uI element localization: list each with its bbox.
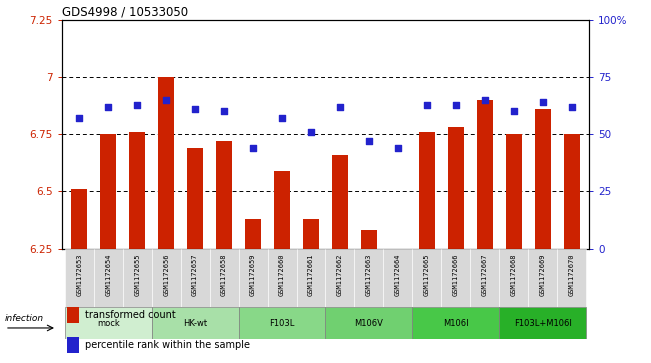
Bar	[296, 249, 326, 307]
Bar	[64, 307, 152, 339]
Text: GSM1172659: GSM1172659	[250, 253, 256, 296]
Text: GSM1172667: GSM1172667	[482, 253, 488, 296]
Bar	[210, 249, 238, 307]
Bar	[245, 219, 261, 249]
Bar	[152, 307, 238, 339]
Point	[248, 145, 258, 151]
Point	[335, 104, 345, 110]
Bar	[274, 171, 290, 249]
Text: GSM1172664: GSM1172664	[395, 253, 401, 296]
Point	[364, 138, 374, 144]
Bar	[158, 77, 174, 249]
Text: GSM1172668: GSM1172668	[511, 253, 517, 296]
Bar	[383, 249, 413, 307]
Text: percentile rank within the sample: percentile rank within the sample	[85, 340, 250, 350]
Text: GSM1172660: GSM1172660	[279, 253, 285, 296]
Text: M106V: M106V	[355, 319, 383, 327]
Text: GSM1172665: GSM1172665	[424, 253, 430, 296]
Text: transformed count: transformed count	[85, 310, 176, 320]
Point	[74, 115, 85, 121]
Bar	[413, 249, 441, 307]
Text: GSM1172656: GSM1172656	[163, 253, 169, 296]
Point	[277, 115, 287, 121]
Bar	[506, 134, 522, 249]
Text: GSM1172657: GSM1172657	[192, 253, 198, 296]
Text: GDS4998 / 10533050: GDS4998 / 10533050	[62, 6, 188, 19]
Text: GSM1172661: GSM1172661	[308, 253, 314, 296]
Bar	[477, 100, 493, 249]
Text: HK-wt: HK-wt	[183, 319, 207, 327]
Text: F103L: F103L	[270, 319, 295, 327]
Bar	[441, 249, 471, 307]
Bar	[187, 148, 203, 249]
Point	[480, 97, 490, 103]
Text: F103L+M106I: F103L+M106I	[514, 319, 572, 327]
Point	[306, 129, 316, 135]
Bar	[499, 249, 529, 307]
Bar	[303, 219, 319, 249]
Point	[132, 102, 143, 107]
Point	[450, 102, 461, 107]
Text: GSM1172655: GSM1172655	[134, 253, 140, 296]
Point	[393, 145, 403, 151]
Point	[190, 106, 201, 112]
Bar	[332, 155, 348, 249]
Bar	[419, 132, 435, 249]
Text: GSM1172669: GSM1172669	[540, 253, 546, 296]
Bar	[71, 189, 87, 249]
Point	[538, 99, 548, 105]
Point	[219, 109, 229, 114]
Text: GSM1172670: GSM1172670	[569, 253, 575, 296]
Text: M106I: M106I	[443, 319, 469, 327]
Bar	[535, 109, 551, 249]
Point	[103, 104, 113, 110]
Text: GSM1172662: GSM1172662	[337, 253, 343, 296]
Text: infection: infection	[5, 314, 44, 323]
Bar	[216, 141, 232, 249]
Bar	[471, 249, 499, 307]
Text: GSM1172653: GSM1172653	[76, 253, 82, 296]
Bar	[268, 249, 296, 307]
Bar	[94, 249, 122, 307]
Text: GSM1172658: GSM1172658	[221, 253, 227, 296]
Bar	[180, 249, 210, 307]
Bar	[238, 307, 326, 339]
Bar	[152, 249, 180, 307]
Text: GSM1172654: GSM1172654	[105, 253, 111, 296]
Bar	[64, 249, 94, 307]
Bar	[67, 337, 79, 354]
Point	[508, 109, 519, 114]
Point	[422, 102, 432, 107]
Bar	[326, 249, 355, 307]
Bar	[238, 249, 268, 307]
Bar	[564, 134, 580, 249]
Bar	[67, 307, 79, 323]
Bar	[529, 249, 557, 307]
Text: GSM1172663: GSM1172663	[366, 253, 372, 296]
Bar	[355, 249, 383, 307]
Point	[566, 104, 577, 110]
Bar	[413, 307, 499, 339]
Bar	[448, 127, 464, 249]
Bar	[499, 307, 587, 339]
Bar	[129, 132, 145, 249]
Bar	[326, 307, 413, 339]
Text: GSM1172666: GSM1172666	[453, 253, 459, 296]
Bar	[100, 134, 116, 249]
Point	[161, 97, 171, 103]
Bar	[122, 249, 152, 307]
Text: mock: mock	[97, 319, 120, 327]
Bar	[557, 249, 587, 307]
Bar	[361, 231, 377, 249]
